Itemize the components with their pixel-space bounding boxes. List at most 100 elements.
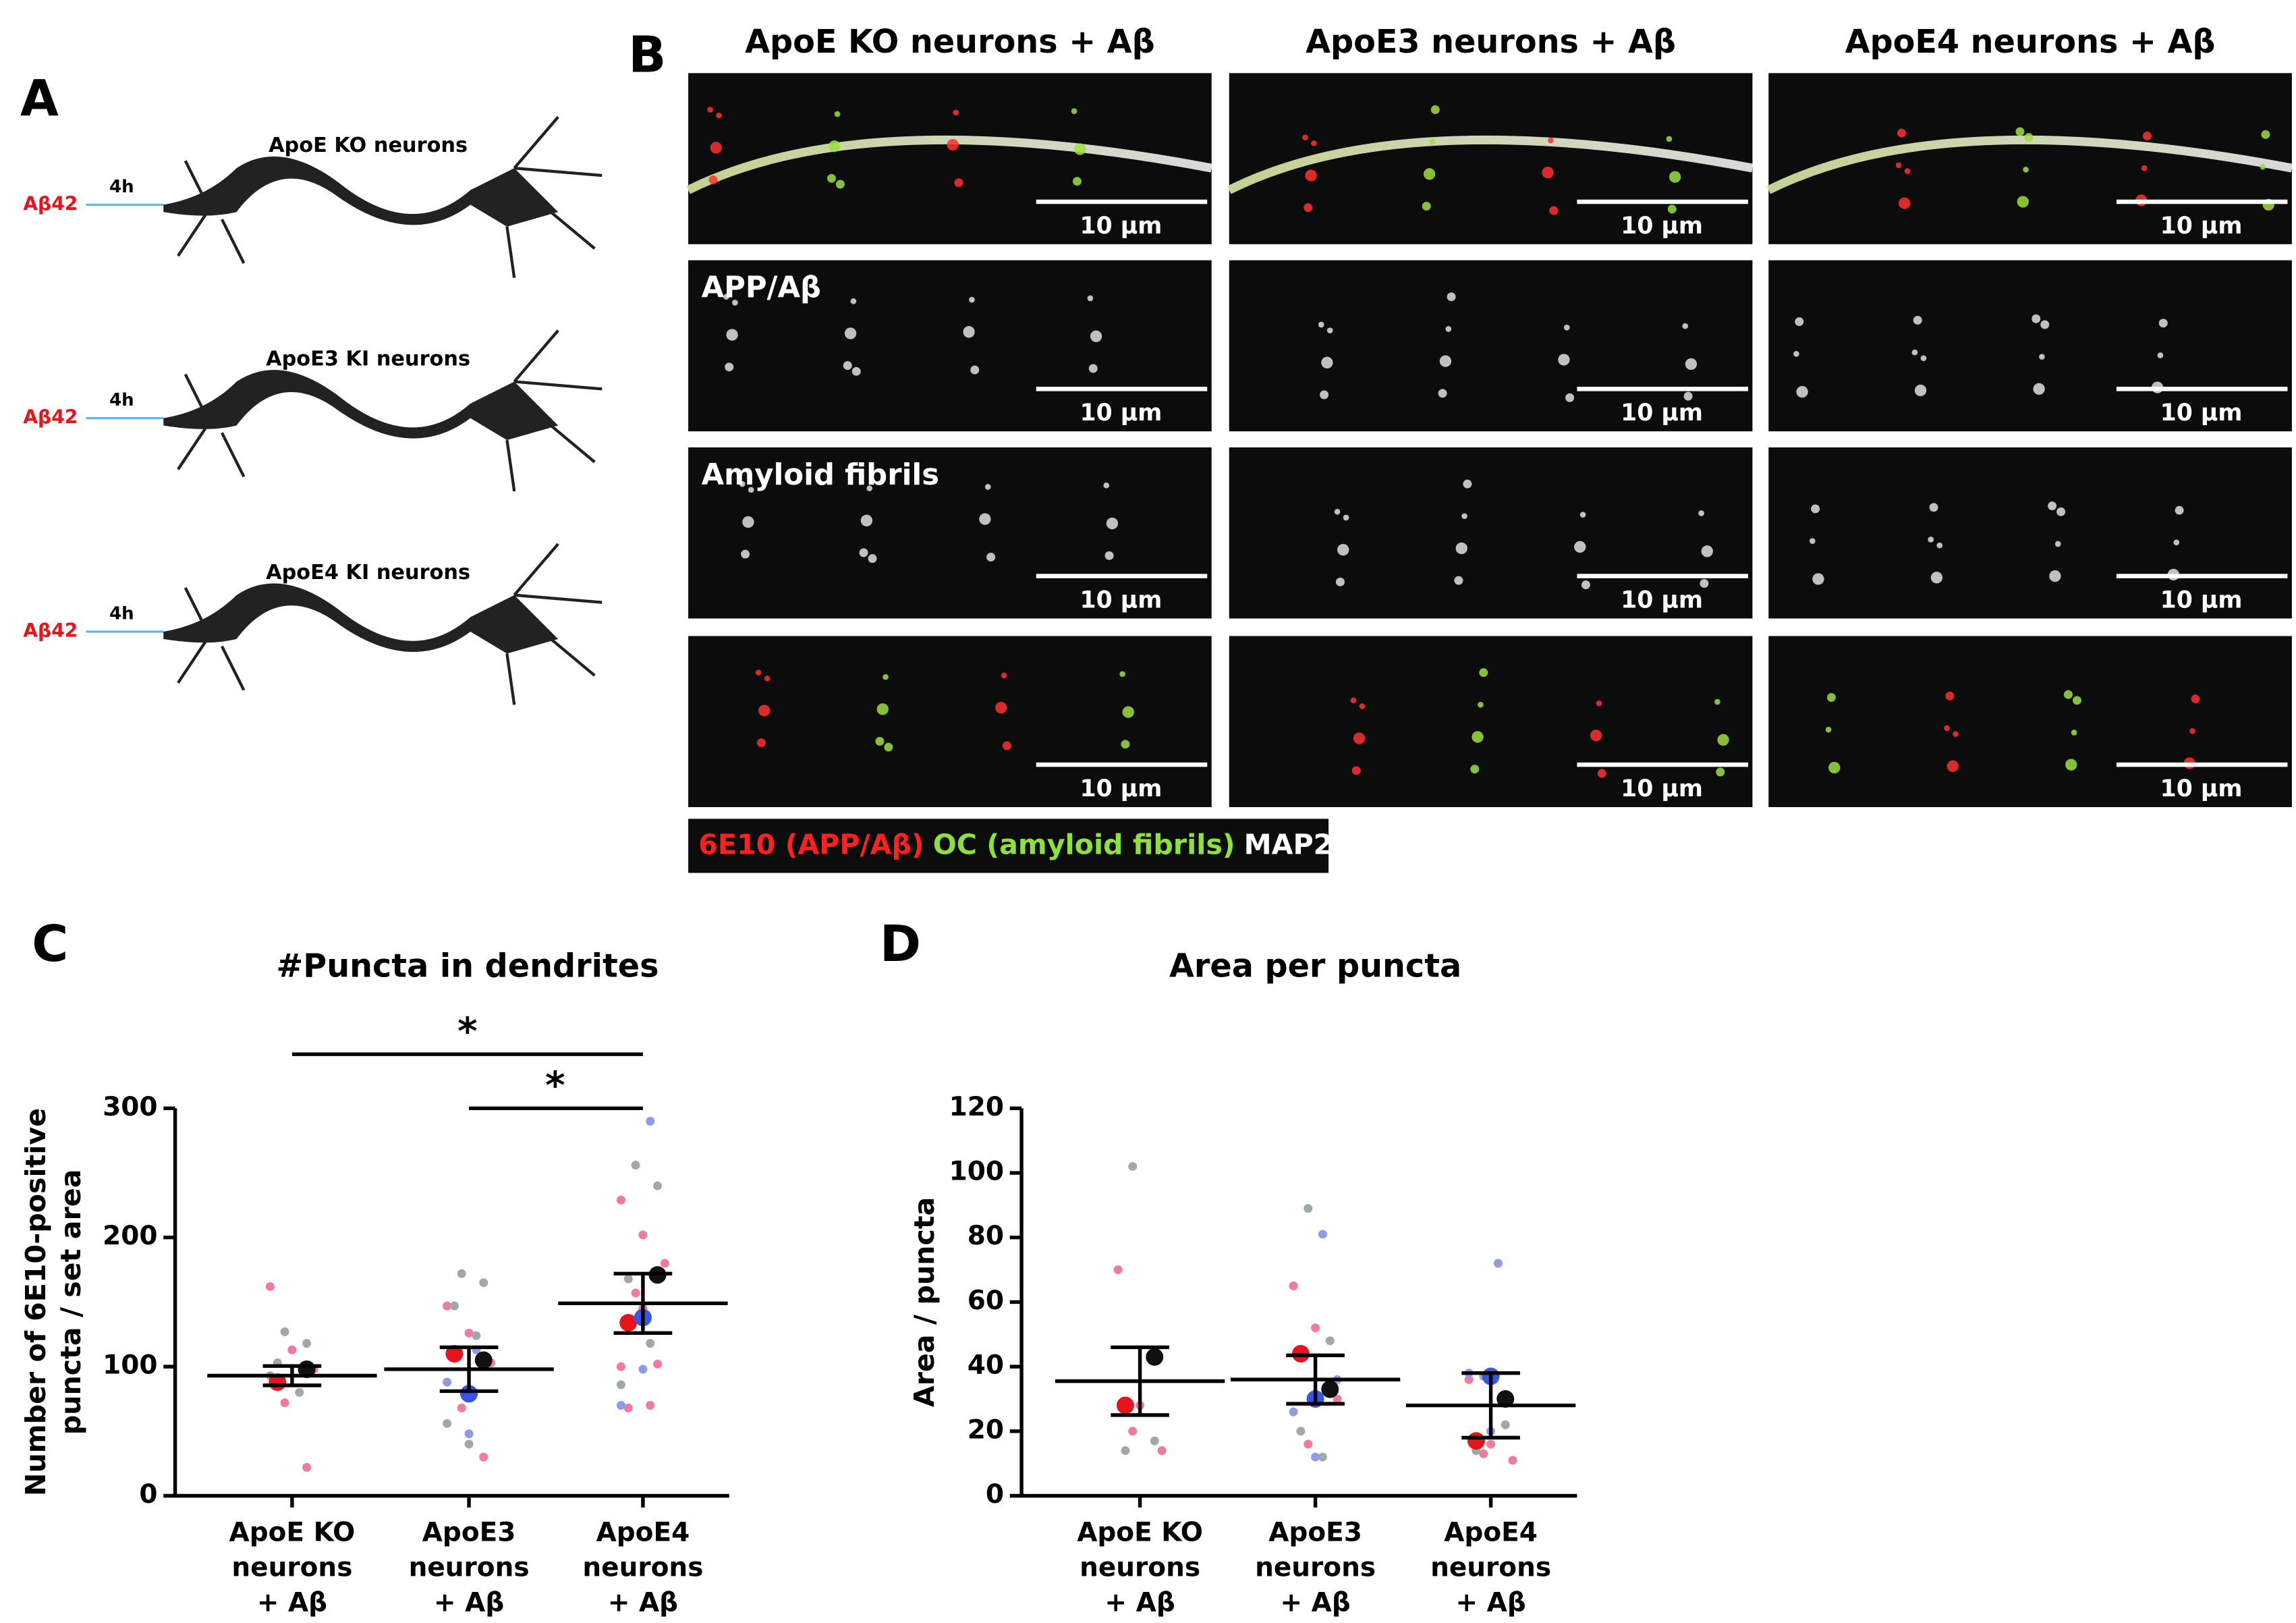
- puncta: [1106, 518, 1119, 530]
- data-point: [616, 1362, 625, 1371]
- puncta: [2015, 127, 2025, 136]
- puncta: [1904, 168, 1911, 174]
- data-point: [1289, 1281, 1298, 1290]
- x-tick-label: + Aβ: [257, 1587, 327, 1618]
- puncta: [883, 673, 889, 680]
- puncta: [1074, 143, 1086, 155]
- puncta: [1667, 204, 1677, 214]
- neuron-body: [163, 370, 559, 441]
- y-axis-label: Area / puncta: [908, 1197, 941, 1407]
- puncta: [1350, 697, 1357, 704]
- puncta: [953, 109, 959, 116]
- puncta: [1447, 292, 1456, 302]
- puncta: [860, 514, 873, 526]
- dendrite: [505, 226, 516, 278]
- puncta: [1103, 483, 1110, 489]
- neuron-label: ApoE3 KI neurons: [266, 347, 470, 370]
- puncta: [1947, 760, 1959, 772]
- data-point: [464, 1328, 474, 1338]
- data-point: [1501, 1420, 1510, 1429]
- puncta: [1072, 177, 1082, 186]
- dendrite: [177, 211, 209, 257]
- puncta: [947, 138, 959, 151]
- puncta: [716, 112, 722, 119]
- puncta: [827, 173, 836, 183]
- puncta: [2023, 167, 2029, 173]
- puncta: [1911, 349, 1918, 356]
- puncta: [1090, 330, 1102, 342]
- puncta: [1897, 128, 1906, 138]
- puncta: [2072, 696, 2081, 705]
- neuron-label: ApoE KO neurons: [269, 134, 468, 157]
- micrograph: [1768, 260, 2292, 432]
- puncta: [876, 703, 889, 715]
- puncta: [1581, 580, 1590, 590]
- puncta: [866, 485, 873, 491]
- puncta: [1812, 573, 1824, 585]
- y-tick-label: 100: [103, 1350, 157, 1381]
- puncta: [829, 140, 841, 153]
- puncta: [1548, 137, 1554, 144]
- x-tick-label: + Aβ: [434, 1587, 504, 1618]
- puncta: [1461, 513, 1467, 520]
- data-point: [1150, 1436, 1159, 1446]
- panel-letter: C: [32, 916, 68, 973]
- puncta: [1698, 510, 1704, 516]
- data-point: [302, 1462, 312, 1472]
- data-point: [646, 1401, 655, 1410]
- panel-a: A Aβ42 4h ApoE KO neurons Aβ42 4h ApoE3 KI ne…: [20, 71, 603, 705]
- data-point: [464, 1439, 474, 1449]
- puncta: [1088, 364, 1098, 373]
- puncta: [1714, 698, 1720, 705]
- dendrite: [550, 638, 596, 677]
- scale-bar-label: 10 μm: [1080, 400, 1162, 427]
- puncta: [723, 294, 729, 300]
- puncta: [1796, 386, 1808, 398]
- puncta: [1795, 317, 1804, 327]
- data-point: [472, 1331, 481, 1340]
- micrograph: [1768, 636, 2292, 807]
- data-point: [1333, 1394, 1342, 1404]
- data-point: [1321, 1380, 1339, 1398]
- column-title: ApoE4 neurons + Aβ: [1845, 24, 2216, 61]
- data-point: [457, 1269, 466, 1278]
- puncta: [2048, 501, 2057, 511]
- puncta: [1445, 326, 1452, 332]
- scale-bar-label: 10 μm: [1621, 213, 1703, 240]
- puncta: [979, 513, 991, 525]
- y-tick-label: 200: [103, 1221, 157, 1251]
- data-point: [287, 1345, 297, 1354]
- puncta: [1913, 316, 1922, 325]
- puncta: [2157, 352, 2164, 358]
- puncta: [1439, 355, 1452, 367]
- data-point: [1325, 1336, 1335, 1346]
- data-point: [1146, 1348, 1164, 1366]
- puncta: [2032, 314, 2041, 323]
- puncta: [2189, 728, 2195, 734]
- puncta: [1590, 730, 1602, 742]
- puncta: [732, 300, 738, 306]
- puncta: [868, 554, 877, 563]
- x-tick-label: + Aβ: [1280, 1587, 1350, 1618]
- x-tick-label: + Aβ: [1455, 1587, 1525, 1618]
- data-point: [653, 1181, 663, 1190]
- data-point: [1496, 1390, 1515, 1408]
- puncta: [844, 327, 857, 339]
- panel-letter: A: [20, 71, 59, 128]
- puncta: [758, 705, 771, 717]
- puncta: [1318, 321, 1324, 328]
- puncta: [1422, 202, 1431, 211]
- stimulus-label: Aβ42: [23, 192, 78, 215]
- puncta: [1470, 765, 1480, 774]
- puncta: [1438, 389, 1447, 398]
- x-tick-label: neurons: [231, 1552, 352, 1583]
- time-label: 4h: [109, 177, 134, 197]
- significance-star: *: [545, 1064, 565, 1108]
- time-label: 4h: [109, 390, 134, 410]
- puncta: [2071, 730, 2077, 736]
- data-point: [1311, 1323, 1320, 1333]
- puncta: [2260, 163, 2266, 170]
- puncta: [1574, 541, 1586, 553]
- dendrite-image: [1766, 135, 2293, 194]
- x-tick-label: neurons: [409, 1552, 530, 1583]
